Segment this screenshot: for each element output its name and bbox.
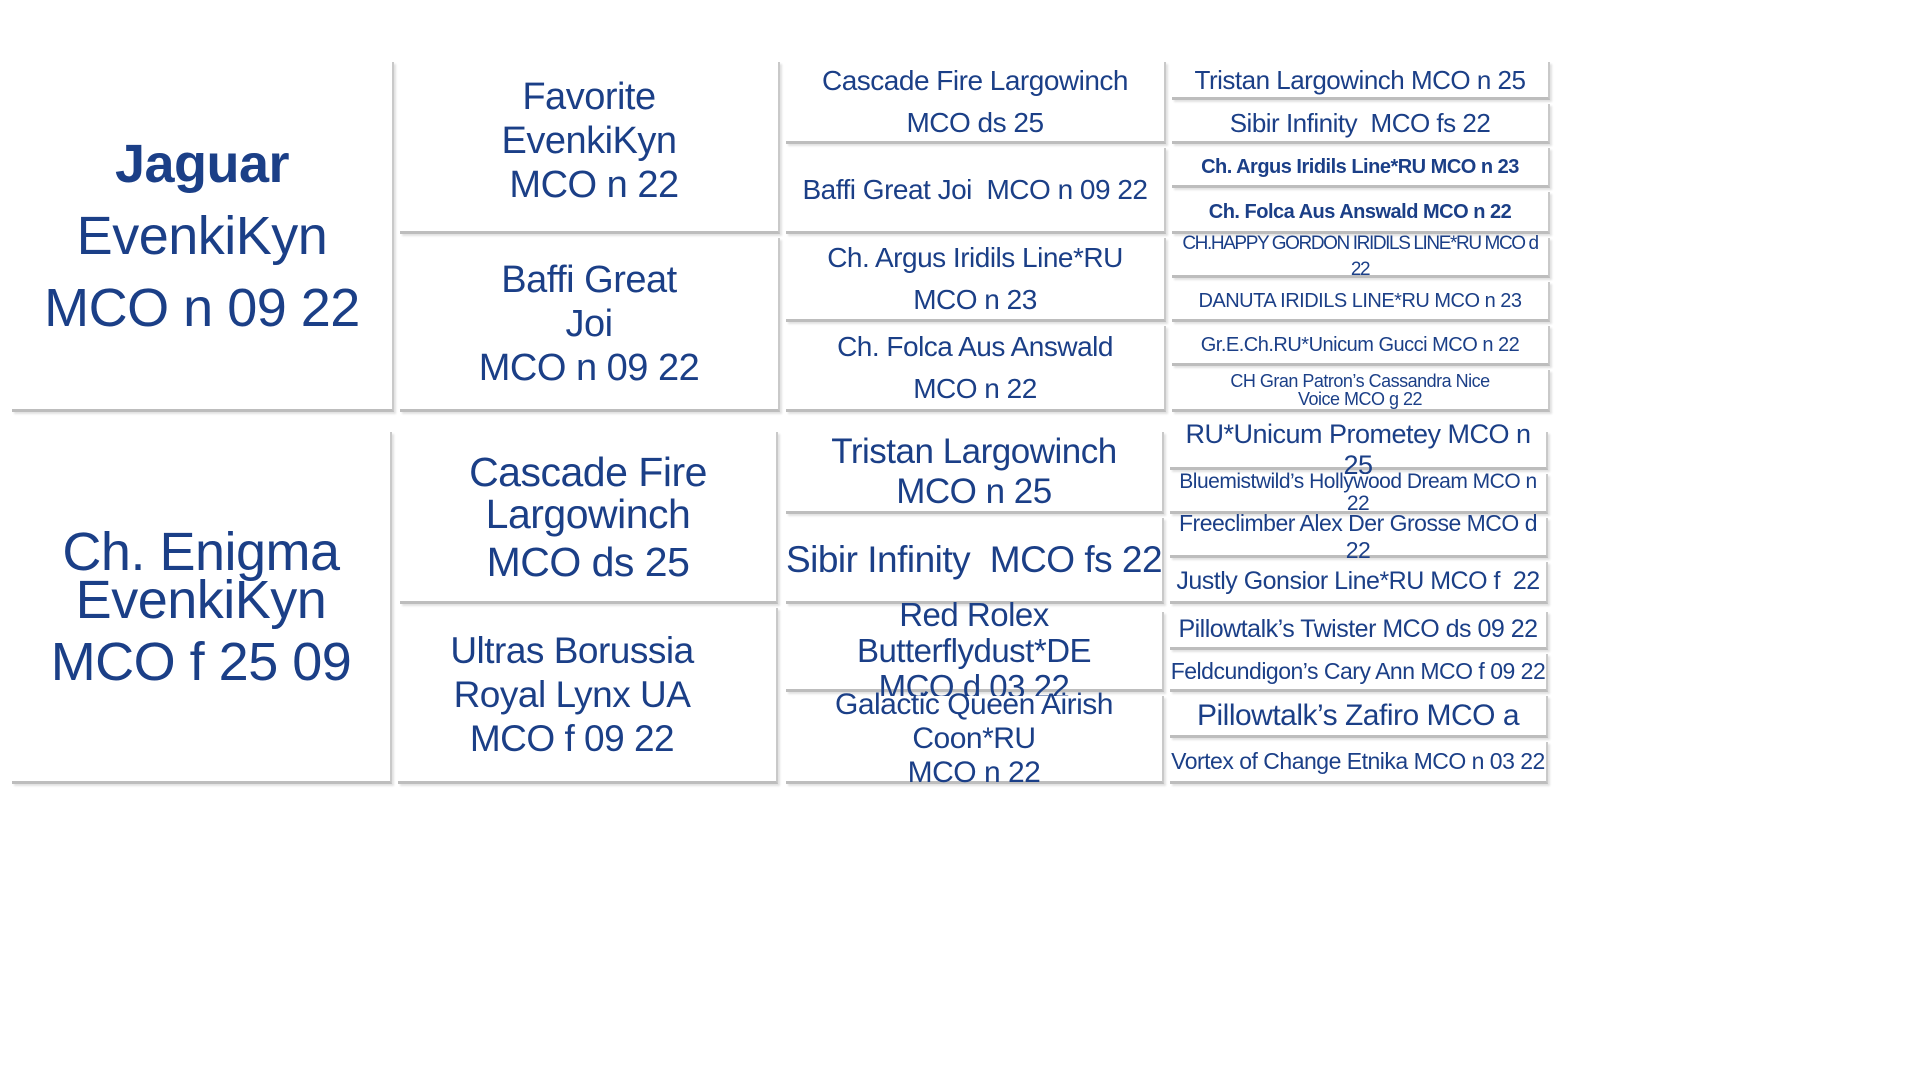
- gen4-8-text: CH Gran Patron’s Cassandra Nice Voice MC…: [1230, 370, 1490, 409]
- gen4-15-text: Pillowtalk’s Zafiro MCO a: [1196, 698, 1520, 732]
- gen3-5-line2: MCO n 25: [896, 471, 1052, 511]
- gen3-3-line2: MCO n 23: [913, 283, 1037, 315]
- gen4-2-text: Sibir Infinity MCO fs 22: [1229, 107, 1491, 138]
- sire-name-line2: EvenkiKyn: [76, 205, 328, 266]
- gen4-10-text: Bluemistwild’s Hollywood Dream MCO n 22: [1179, 469, 1537, 515]
- gen4-card-12: Justly Gonsior Line*RU MCO f 22: [1170, 562, 1548, 604]
- gen4-card-13: Pillowtalk’s Twister MCO ds 09 22: [1170, 612, 1548, 650]
- sire-dam-line2: Joi: [565, 302, 613, 345]
- gen3-3-line1: Ch. Argus Iridils Line*RU: [827, 241, 1123, 273]
- sire-sire-line3: MCO n 22: [499, 163, 679, 206]
- gen3-7-line1: Red Rolex Butterflydust*DE: [856, 595, 1092, 669]
- gen3-1-line1: Cascade Fire Largowinch: [822, 64, 1129, 96]
- gen4-card-7: Gr.E.Ch.RU*Unicum Gucci MCO n 22: [1172, 326, 1550, 366]
- gen4-14-text: Feldcundigon’s Cary Ann MCO f 09 22: [1170, 658, 1546, 684]
- gen4-3-text: Ch. Argus Iridils Line*RU MCO n 23: [1201, 155, 1519, 178]
- gen4-6-text: DANUTA IRIDILS LINE*RU MCO n 23: [1198, 289, 1522, 312]
- gen4-5-text: CH.HAPPY GORDON IRIDILS LINE*RU MCO d 22: [1182, 232, 1539, 280]
- gen3-card-2: Baffi Great Joi MCO n 09 22: [786, 148, 1166, 234]
- gen3-card-3: Ch. Argus Iridils Line*RU MCO n 23: [786, 238, 1166, 322]
- gen3-8-line2: MCO n 22: [907, 755, 1041, 789]
- gen4-card-10: Bluemistwild’s Hollywood Dream MCO n 22: [1170, 469, 1548, 515]
- gen4-7-text: Gr.E.Ch.RU*Unicum Gucci MCO n 22: [1200, 333, 1520, 356]
- gen4-card-5: CH.HAPPY GORDON IRIDILS LINE*RU MCO d 22: [1172, 233, 1550, 280]
- gen3-card-1: Cascade Fire Largowinch MCO ds 25: [786, 62, 1166, 144]
- gen4-card-8: CH Gran Patron’s Cassandra Nice Voice MC…: [1172, 370, 1550, 412]
- sire-card: Jaguar EvenkiKyn MCO n 09 22: [12, 62, 394, 412]
- dam-name-line1: Ch. Enigma: [62, 521, 340, 582]
- gen3-card-5: Tristan Largowinch MCO n 25: [786, 432, 1164, 514]
- dam-dam-line1: Ultras Borussia: [450, 629, 694, 671]
- gen3-card-7: Red Rolex Butterflydust*DE MCO d 03 22: [786, 596, 1164, 704]
- sire-dam-card: Baffi Great Joi MCO n 09 22: [400, 238, 780, 412]
- gen4-card-14: Feldcundigon’s Cary Ann MCO f 09 22: [1170, 654, 1548, 692]
- dam-sire-line3: MCO ds 25: [486, 538, 690, 585]
- dam-name-line2: EvenkiKyn: [75, 569, 327, 630]
- dam-sire-card: Cascade Fire Largowinch MCO ds 25: [400, 432, 778, 604]
- gen4-card-6: DANUTA IRIDILS LINE*RU MCO n 23: [1172, 282, 1550, 322]
- dam-card: Ch. Enigma EvenkiKyn MCO f 25 09: [12, 432, 392, 784]
- gen3-8-line1: Galactic Queen Airish Coon*RU: [835, 687, 1113, 755]
- gen4-card-9: RU*Unicum Prometey MCO n 25: [1170, 419, 1548, 480]
- gen3-1-line2: MCO ds 25: [906, 106, 1044, 138]
- gen3-6-line1: Sibir Infinity MCO fs 22: [785, 538, 1163, 580]
- gen4-12-text: Justly Gonsior Line*RU MCO f 22: [1176, 567, 1540, 595]
- gen3-card-4: Ch. Folca Aus Answald MCO n 22: [786, 326, 1166, 412]
- gen4-card-1: Tristan Largowinch MCO n 25: [1172, 62, 1550, 100]
- gen4-card-16: Vortex of Change Etnika MCO n 03 22: [1170, 742, 1548, 784]
- gen4-9-text: RU*Unicum Prometey MCO n 25: [1185, 418, 1531, 480]
- gen4-4-text: Ch. Folca Aus Answald MCO n 22: [1208, 200, 1512, 223]
- gen3-4-line2: MCO n 22: [913, 372, 1037, 404]
- gen4-card-4: Ch. Folca Aus Answald MCO n 22: [1172, 192, 1550, 234]
- sire-dam-line1: Baffi Great: [501, 258, 677, 301]
- sire-sire-line2: EvenkiKyn: [501, 119, 677, 162]
- dam-sire-line1: Cascade Fire: [469, 448, 707, 495]
- dam-dam-card: Ultras Borussia Royal Lynx UA MCO f 09 2…: [398, 608, 778, 784]
- gen4-16-text: Vortex of Change Etnika MCO n 03 22: [1171, 748, 1545, 774]
- sire-name-line1: Jaguar: [114, 133, 290, 194]
- gen4-13-text: Pillowtalk’s Twister MCO ds 09 22: [1178, 615, 1538, 643]
- dam-dam-line3: MCO f 09 22: [469, 717, 675, 759]
- dam-dam-line2: Royal Lynx UA: [453, 673, 691, 715]
- gen3-card-8: Galactic Queen Airish Coon*RU MCO n 22: [786, 688, 1164, 789]
- gen3-5-line1: Tristan Largowinch: [831, 431, 1117, 471]
- sire-sire-card: Favorite EvenkiKyn MCO n 22: [400, 62, 780, 234]
- gen4-card-15: Pillowtalk’s Zafiro MCO a: [1170, 696, 1548, 738]
- gen4-card-3: Ch. Argus Iridils Line*RU MCO n 23: [1172, 148, 1550, 188]
- dam-breed-code: MCO f 25 09: [50, 631, 352, 692]
- gen4-11-text: Freeclimber Alex Der Grosse MCO d 22: [1179, 509, 1537, 563]
- gen4-card-2: Sibir Infinity MCO fs 22: [1172, 104, 1550, 144]
- sire-breed-code: MCO n 09 22: [44, 277, 360, 338]
- gen3-2-line1: Baffi Great Joi MCO n 09 22: [802, 173, 1148, 205]
- sire-sire-line1: Favorite: [522, 75, 656, 118]
- gen4-1-text: Tristan Largowinch MCO n 25: [1194, 64, 1526, 95]
- gen4-card-11: Freeclimber Alex Der Grosse MCO d 22: [1170, 510, 1548, 563]
- dam-sire-line2: Largowinch: [485, 490, 691, 537]
- sire-dam-line3: MCO n 09 22: [478, 346, 700, 389]
- gen3-4-line1: Ch. Folca Aus Answald: [837, 330, 1113, 362]
- gen3-card-6: Sibir Infinity MCO fs 22: [786, 518, 1164, 604]
